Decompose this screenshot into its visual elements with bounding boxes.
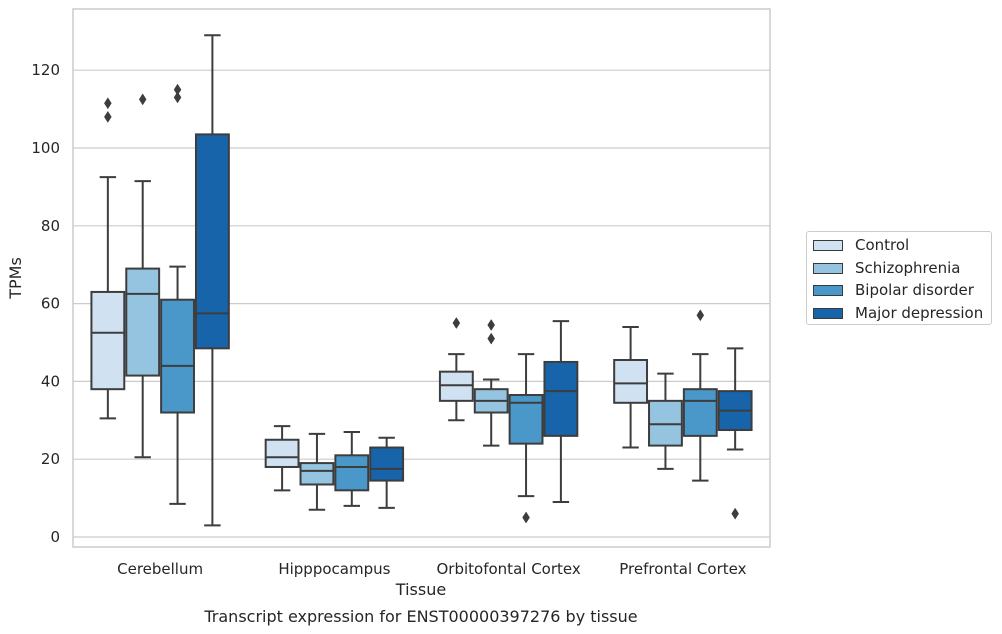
plot-frame <box>72 8 771 548</box>
y-tick-label-20: 20 <box>41 450 60 468</box>
outlier-point-0 <box>522 511 530 524</box>
legend-swatch-control <box>813 239 843 251</box>
y-tick-label-0: 0 <box>50 528 60 546</box>
outlier-point-0 <box>138 93 147 106</box>
box-control-hipppocampus <box>264 425 300 492</box>
box-major-depression-cerebellum <box>194 34 230 527</box>
outlier-point-0 <box>696 309 705 322</box>
box-iqr <box>369 446 405 482</box>
box-bipolar-disorder-orbitofontal-cortex <box>508 353 544 524</box>
x-tick-label-orbitofontal-cortex: Orbitofontal Cortex <box>437 560 581 578</box>
legend: Control Schizophrenia Bipolar disorder M… <box>806 231 992 325</box>
legend-label-control: Control <box>855 236 910 254</box>
box-iqr <box>299 462 335 486</box>
box-iqr <box>543 360 579 437</box>
box-major-depression-orbitofontal-cortex <box>543 320 579 503</box>
box-schizophrenia-orbitofontal-cortex <box>473 319 509 447</box>
outlier-point-1 <box>104 97 112 110</box>
box-bipolar-disorder-prefrontal-cortex <box>682 309 718 482</box>
y-tick-label-100: 100 <box>31 139 60 157</box>
legend-item-schizophrenia: Schizophrenia <box>813 258 960 278</box>
box-schizophrenia-prefrontal-cortex <box>648 372 683 470</box>
outlier-point-1 <box>487 319 495 331</box>
outlier-point-1 <box>173 83 182 96</box>
outlier-point-0 <box>104 110 112 123</box>
legend-item-major-depression: Major depression <box>813 303 983 323</box>
box-schizophrenia-cerebellum <box>125 93 161 459</box>
legend-swatch-major-depression <box>813 307 843 319</box>
y-tick-label-120: 120 <box>31 61 60 79</box>
outlier-point-0 <box>487 332 495 345</box>
box-control-prefrontal-cortex <box>613 325 649 449</box>
outlier-point-0 <box>731 507 739 520</box>
box-series <box>90 34 753 527</box>
outlier-point-0 <box>452 317 461 330</box>
box-iqr <box>160 298 195 414</box>
legend-label-schizophrenia: Schizophrenia <box>855 259 961 277</box>
legend-label-major-depression: Major depression <box>855 304 984 322</box>
legend-item-bipolar-disorder: Bipolar disorder <box>813 280 974 300</box>
legend-swatch-bipolar-disorder <box>813 284 843 296</box>
x-tick-label-prefrontal-cortex: Prefrontal Cortex <box>619 560 746 578</box>
y-tick-labels: 0 20 40 60 80 100 120 <box>31 61 60 546</box>
box-schizophrenia-hipppocampus <box>299 432 335 511</box>
y-axis-label: TPMs <box>6 257 25 300</box>
box-iqr <box>613 359 649 404</box>
y-tick-label-60: 60 <box>41 295 60 313</box>
legend-label-bipolar-disorder: Bipolar disorder <box>855 281 974 299</box>
x-axis-label: Tissue <box>395 580 446 599</box>
box-major-depression-hipppocampus <box>369 436 405 509</box>
box-control-cerebellum <box>90 97 126 420</box>
x-tick-label-cerebellum: Cerebellum <box>117 560 203 578</box>
x-tick-labels: Cerebellum Hipppocampus Orbitofontal Corte… <box>117 560 746 578</box>
box-iqr <box>90 290 126 391</box>
legend-item-control: Control <box>813 235 909 255</box>
outlier-point-0 <box>173 91 182 104</box>
box-iqr <box>334 454 370 492</box>
box-iqr <box>682 388 718 437</box>
y-tick-label-80: 80 <box>41 217 60 235</box>
box-control-orbitofontal-cortex <box>438 317 474 422</box>
box-iqr <box>125 267 161 377</box>
plot-background <box>73 9 770 547</box>
box-bipolar-disorder-cerebellum <box>160 83 195 505</box>
box-iqr <box>264 438 300 468</box>
legend-swatch-schizophrenia <box>813 262 843 274</box>
chart-caption: Transcript expression for ENST0000039727… <box>203 607 637 626</box>
x-tick-label-hipppocampus: Hipppocampus <box>278 560 390 578</box>
y-tick-label-40: 40 <box>41 372 60 390</box>
box-bipolar-disorder-hipppocampus <box>334 430 370 507</box>
box-iqr <box>194 133 230 350</box>
box-major-depression-prefrontal-cortex <box>717 347 753 520</box>
